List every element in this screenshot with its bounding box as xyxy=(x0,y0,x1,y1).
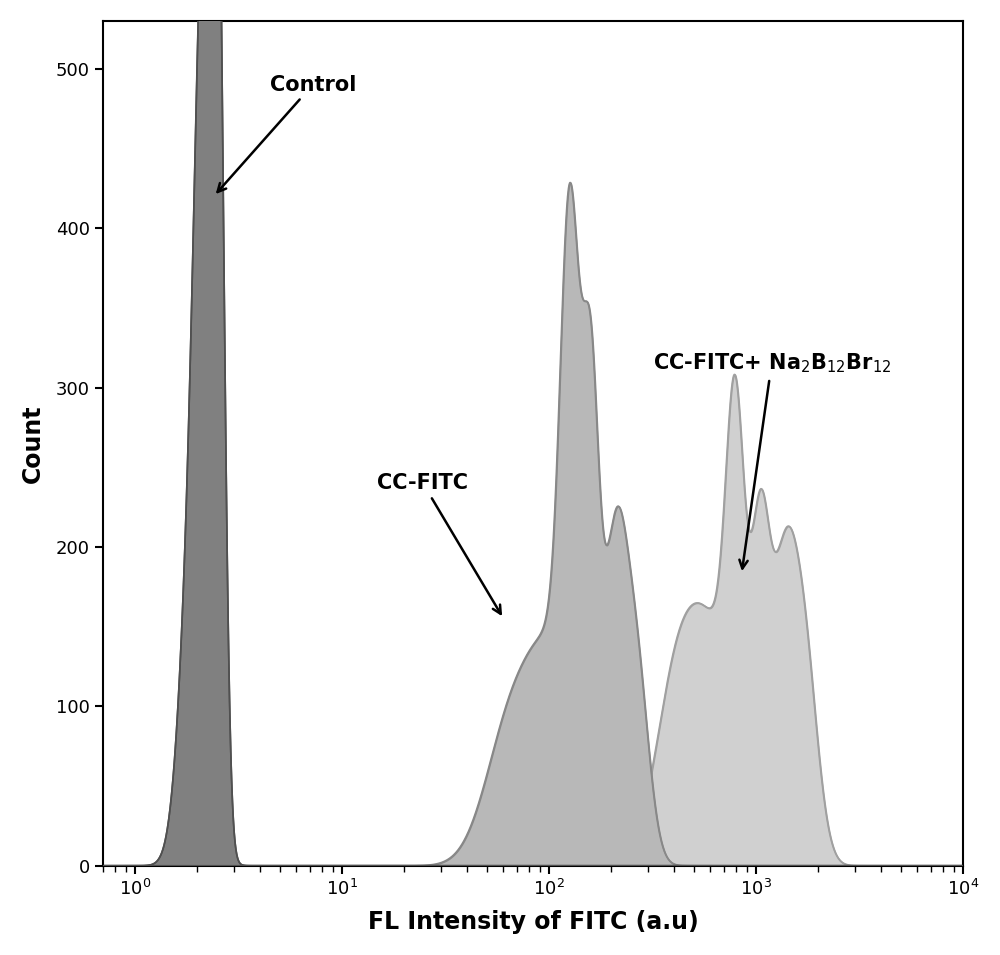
Y-axis label: Count: Count xyxy=(21,404,45,482)
Text: CC-FITC: CC-FITC xyxy=(377,473,501,614)
Text: CC-FITC+ Na$_2$B$_{12}$Br$_{12}$: CC-FITC+ Na$_2$B$_{12}$Br$_{12}$ xyxy=(653,351,891,568)
Text: Control: Control xyxy=(218,74,356,192)
X-axis label: FL Intensity of FITC (a.u): FL Intensity of FITC (a.u) xyxy=(368,910,698,934)
